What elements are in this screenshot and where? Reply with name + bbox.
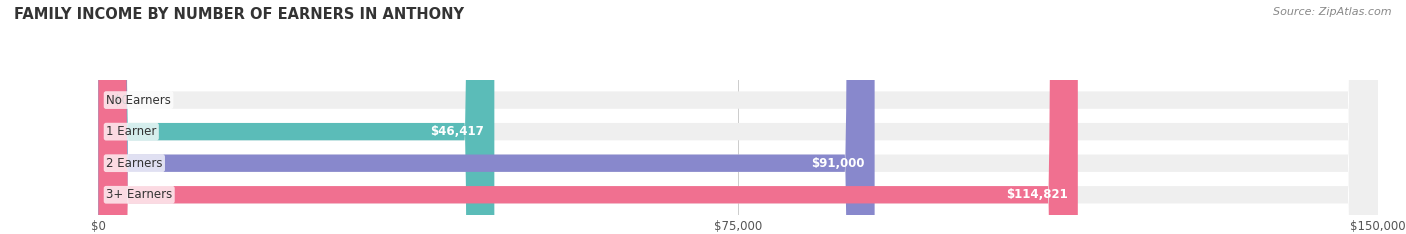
FancyBboxPatch shape — [98, 0, 1078, 234]
FancyBboxPatch shape — [98, 0, 1378, 234]
Text: Source: ZipAtlas.com: Source: ZipAtlas.com — [1274, 7, 1392, 17]
Text: $91,000: $91,000 — [811, 157, 865, 170]
Text: $46,417: $46,417 — [430, 125, 484, 138]
Text: FAMILY INCOME BY NUMBER OF EARNERS IN ANTHONY: FAMILY INCOME BY NUMBER OF EARNERS IN AN… — [14, 7, 464, 22]
FancyBboxPatch shape — [98, 0, 495, 234]
Text: 3+ Earners: 3+ Earners — [105, 188, 173, 201]
Text: No Earners: No Earners — [105, 94, 172, 106]
Text: 1 Earner: 1 Earner — [105, 125, 156, 138]
FancyBboxPatch shape — [98, 0, 1378, 234]
Text: $0: $0 — [114, 94, 128, 106]
Text: $114,821: $114,821 — [1005, 188, 1067, 201]
Text: 2 Earners: 2 Earners — [105, 157, 163, 170]
FancyBboxPatch shape — [98, 0, 1378, 234]
FancyBboxPatch shape — [98, 0, 1378, 234]
FancyBboxPatch shape — [98, 0, 875, 234]
